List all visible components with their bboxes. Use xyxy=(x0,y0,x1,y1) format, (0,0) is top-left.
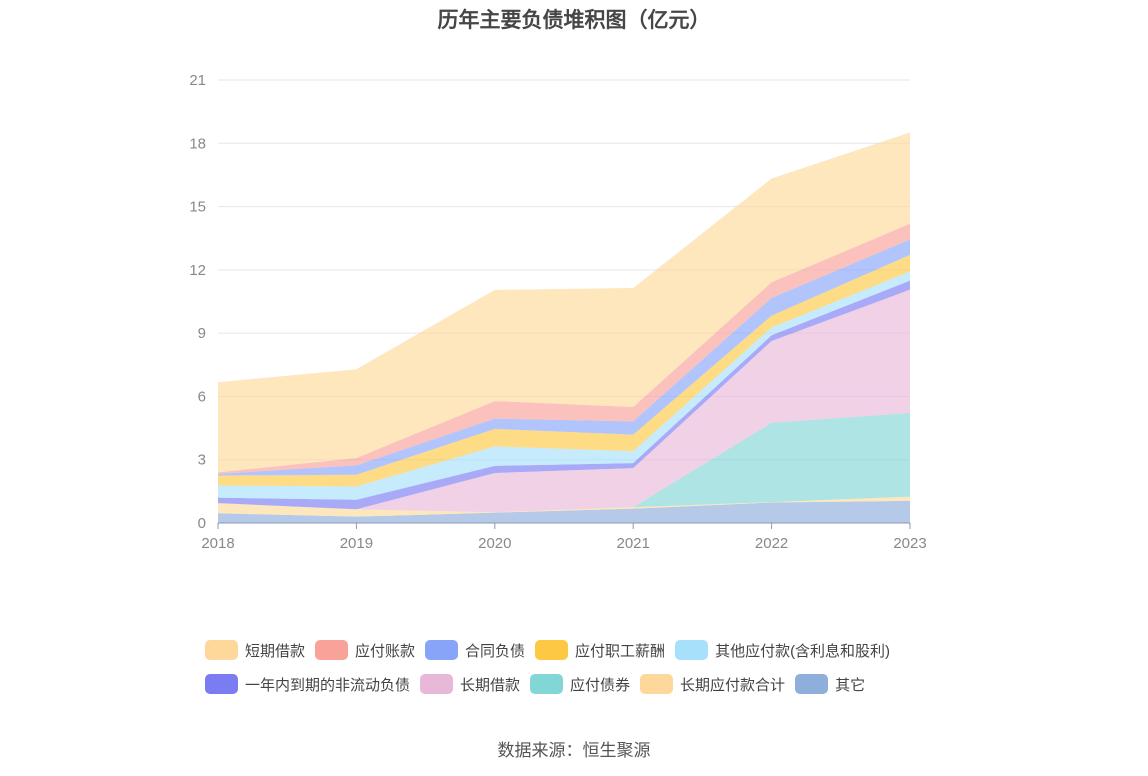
legend-label: 一年内到期的非流动负债 xyxy=(245,676,411,694)
y-tick-label: 12 xyxy=(189,262,206,279)
legend-label: 长期借款 xyxy=(460,676,521,694)
legend-swatch xyxy=(425,640,459,660)
x-tick-label: 2019 xyxy=(340,535,373,552)
x-tick-label: 2020 xyxy=(478,535,511,552)
legend-swatch xyxy=(675,640,709,660)
area-series-9 xyxy=(218,132,910,473)
legend-item[interactable]: 其他应付款(含利息和股利) xyxy=(675,640,890,661)
x-tick-label: 2022 xyxy=(755,535,788,552)
legend-item[interactable]: 应付账款 xyxy=(315,640,415,661)
y-tick-label: 15 xyxy=(189,199,206,216)
legend: 短期借款 应付账款 合同负债 应付职工薪酬 其他应付款(含利息和股利) 一年内到期的非流动… xyxy=(205,640,965,708)
legend-item[interactable]: 其它 xyxy=(795,674,865,695)
legend-label: 长期应付款合计 xyxy=(680,676,786,694)
area-series-5 xyxy=(218,271,910,500)
area-series-7 xyxy=(218,239,910,476)
legend-item[interactable]: 应付职工薪酬 xyxy=(535,640,665,661)
y-tick-label: 6 xyxy=(198,388,206,405)
legend-item[interactable]: 一年内到期的非流动负债 xyxy=(205,674,410,695)
area-series-2 xyxy=(218,412,910,513)
x-tick-label: 2021 xyxy=(617,535,650,552)
area-series-0 xyxy=(218,500,910,523)
area-series-6 xyxy=(218,254,910,487)
y-tick-label: 18 xyxy=(189,135,206,152)
legend-item[interactable]: 短期借款 xyxy=(205,640,305,661)
legend-label: 其他应付款(含利息和股利) xyxy=(715,642,891,660)
chart-title: 历年主要负债堆积图（亿元） xyxy=(437,9,711,32)
legend-swatch xyxy=(420,674,454,694)
legend-label: 应付账款 xyxy=(355,642,416,660)
legend-item[interactable]: 长期应付款合计 xyxy=(640,674,785,695)
legend-swatch xyxy=(205,640,238,660)
legend-swatch xyxy=(640,674,674,694)
legend-label: 应付职工薪酬 xyxy=(575,642,666,660)
area-series-3 xyxy=(218,289,910,513)
legend-row: 一年内到期的非流动负债 长期借款 应付债券 长期应付款合计 其它 xyxy=(205,674,965,694)
y-tick-label: 21 xyxy=(189,72,206,89)
legend-label: 其它 xyxy=(835,676,866,694)
area-series-1 xyxy=(218,496,910,517)
legend-item[interactable]: 合同负债 xyxy=(425,640,525,661)
legend-swatch xyxy=(530,674,564,694)
source-note: 数据来源：恒生聚源 xyxy=(497,741,651,760)
legend-swatch xyxy=(315,640,349,660)
y-tick-label: 3 xyxy=(198,452,206,469)
legend-swatch xyxy=(205,674,238,694)
legend-label: 应付债券 xyxy=(570,676,631,694)
y-tick-label: 0 xyxy=(198,515,206,532)
x-tick-label: 2023 xyxy=(893,535,926,552)
y-tick-label: 9 xyxy=(198,325,206,342)
legend-item[interactable]: 长期借款 xyxy=(420,674,520,695)
legend-row: 短期借款 应付账款 合同负债 应付职工薪酬 其他应付款(含利息和股利) xyxy=(205,640,965,660)
legend-item[interactable]: 应付债券 xyxy=(530,674,630,695)
legend-swatch xyxy=(795,674,829,694)
legend-label: 短期借款 xyxy=(245,642,306,660)
x-tick-label: 2018 xyxy=(201,535,234,552)
legend-swatch xyxy=(535,640,569,660)
legend-label: 合同负债 xyxy=(465,642,526,660)
